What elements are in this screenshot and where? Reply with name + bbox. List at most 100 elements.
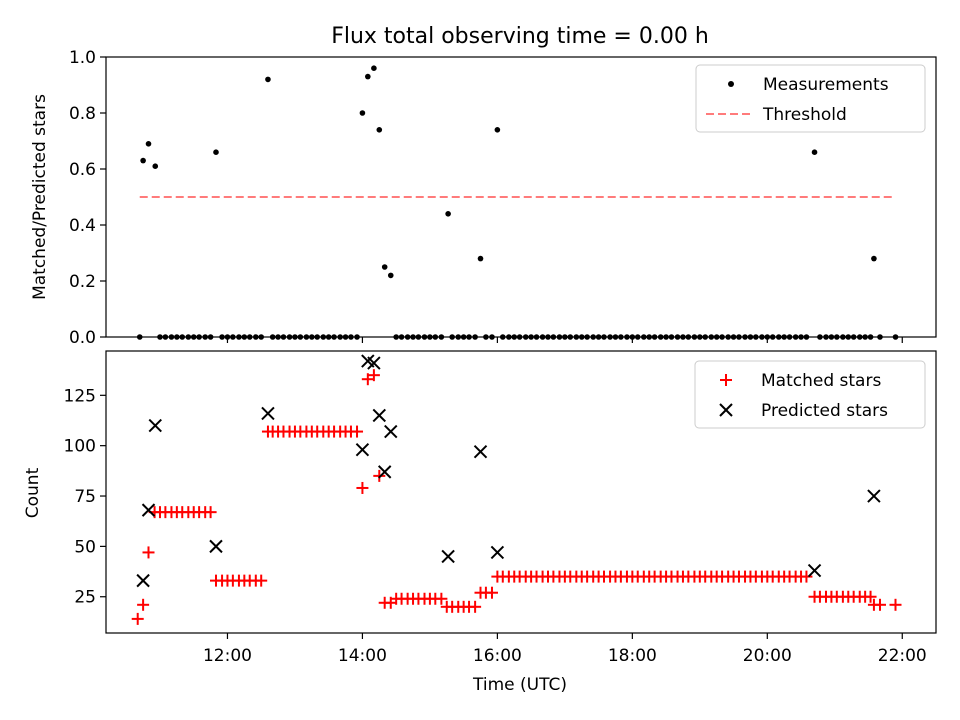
legend-predicted-marker — [719, 403, 733, 417]
measurement-point — [545, 334, 551, 340]
predicted-star-stroke-b — [141, 503, 156, 517]
measurement-point — [781, 334, 787, 340]
measurement-point — [460, 334, 467, 340]
top-y-tick-label: 0.8 — [69, 104, 96, 124]
predicted-star-point — [367, 356, 381, 370]
measurement-point — [168, 334, 175, 340]
measurement-point — [387, 272, 394, 279]
matched-star-point — [356, 481, 369, 494]
measurement-point — [190, 334, 197, 340]
measurement-point — [292, 334, 298, 340]
predicted-star-stroke-b — [384, 424, 398, 439]
measurement-point — [445, 211, 451, 217]
matched-star-point — [361, 373, 374, 386]
measurement-point — [834, 334, 840, 340]
matched-star-point — [435, 592, 448, 605]
measurement-point — [713, 334, 720, 340]
measurement-point — [246, 334, 253, 340]
predicted-star-stroke-b — [807, 563, 822, 578]
measurement-point — [348, 334, 354, 340]
predicted-star-stroke-b — [377, 465, 392, 479]
measurement-point — [862, 334, 868, 340]
measurement-point — [629, 334, 636, 340]
measurement-point — [455, 334, 462, 340]
top-legend-box — [695, 64, 926, 133]
measurement-point — [466, 334, 472, 340]
measurement-point — [747, 334, 754, 340]
measurement-point — [494, 127, 501, 133]
measurement-point — [567, 334, 574, 340]
predicted-star-point — [141, 503, 156, 517]
measurement-point — [224, 334, 231, 340]
measurement-point — [877, 334, 883, 340]
measurement-point — [516, 334, 523, 340]
matched-star-point — [137, 598, 150, 611]
predicted-star-stroke-b — [261, 406, 275, 421]
measurement-point — [325, 334, 332, 340]
measurement-point — [798, 334, 804, 340]
measurement-point — [410, 334, 416, 340]
measurement-point — [533, 334, 540, 340]
measurement-point — [136, 334, 143, 340]
measurement-point — [817, 334, 823, 340]
measurement-point — [432, 334, 439, 340]
measurement-point — [840, 334, 846, 340]
measurement-point — [393, 334, 399, 340]
predicted-star-point — [490, 545, 505, 560]
measurement-point — [612, 334, 619, 340]
top-legend: Measurements Threshold — [695, 64, 926, 133]
measurement-point — [152, 163, 159, 169]
matched-star-point — [864, 590, 877, 603]
measurement-point — [584, 334, 590, 340]
measurement-point — [253, 334, 259, 340]
matched-star-point — [142, 546, 155, 559]
measurement-point — [297, 334, 304, 340]
predicted-star-stroke-b — [355, 442, 370, 457]
predicted-star-point — [136, 573, 150, 588]
measurement-point — [511, 334, 518, 340]
measurement-point — [646, 334, 653, 340]
matched-star-point — [367, 369, 380, 382]
predicted-star-stroke-b — [372, 408, 386, 423]
bottom-x-tick-label: 20:00 — [743, 646, 792, 666]
measurement-point — [506, 334, 512, 340]
measurement-point — [286, 334, 293, 340]
measurement-point — [823, 334, 829, 340]
measurement-point — [230, 334, 236, 340]
measurement-point — [477, 255, 484, 262]
measurement-point — [736, 334, 742, 340]
measurement-point — [803, 334, 810, 340]
measurement-point — [607, 334, 613, 340]
bottom-x-tick-label: 16:00 — [473, 646, 522, 666]
legend-matched-marker — [720, 374, 732, 386]
measurement-point — [365, 73, 371, 80]
measurement-point — [522, 334, 529, 340]
matched-star-point — [131, 612, 144, 625]
measurement-point — [337, 334, 343, 340]
matched-star-point — [351, 425, 364, 438]
measurement-point — [427, 334, 433, 340]
measurement-point — [415, 334, 422, 340]
measurement-point — [601, 334, 607, 340]
measurement-point — [472, 334, 478, 340]
top-y-tick-label: 0.4 — [69, 216, 96, 236]
matched-star-point — [469, 600, 482, 613]
legend-matched-label: Matched stars — [761, 371, 881, 391]
measurement-point — [196, 334, 202, 340]
measurement-point — [845, 334, 852, 340]
measurement-point — [314, 334, 321, 340]
measurement-point — [697, 334, 703, 340]
top-plot-area: 0.0 0.2 0.4 0.6 0.8 1.0 — [69, 48, 937, 348]
measurement-point — [719, 334, 725, 340]
matched-star-point — [485, 586, 498, 599]
bottom-y-axis-label: Count — [23, 467, 43, 518]
measurement-point — [562, 334, 568, 340]
measurement-point — [275, 334, 281, 340]
legend-predicted-label: Predicted stars — [761, 401, 888, 421]
measurement-point — [483, 334, 489, 340]
bottom-y-tick-label: 25 — [74, 588, 96, 608]
bottom-legend: Matched stars Predicted stars — [694, 360, 926, 429]
measurement-point — [590, 334, 597, 340]
matched-star-point — [873, 598, 886, 611]
measurement-point — [280, 334, 287, 340]
